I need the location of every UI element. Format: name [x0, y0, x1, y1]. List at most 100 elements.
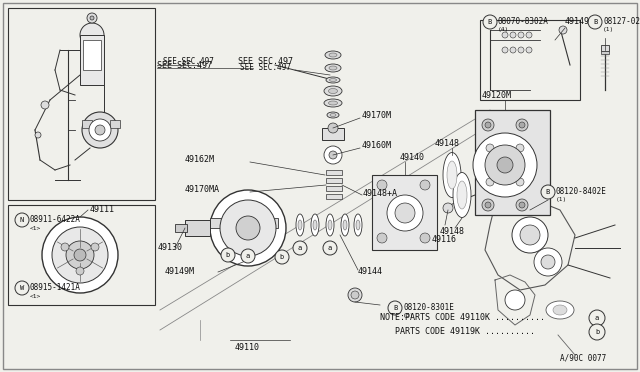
Circle shape: [485, 145, 525, 185]
Circle shape: [76, 267, 84, 275]
Text: 49148: 49148: [435, 140, 460, 148]
Circle shape: [502, 47, 508, 53]
Ellipse shape: [328, 89, 337, 93]
Ellipse shape: [457, 181, 467, 209]
Ellipse shape: [330, 78, 337, 81]
Ellipse shape: [354, 214, 362, 236]
Circle shape: [89, 119, 111, 141]
Circle shape: [502, 32, 508, 38]
Text: 49110: 49110: [235, 343, 260, 353]
Text: <1>: <1>: [30, 225, 41, 231]
Text: B: B: [393, 305, 397, 311]
Text: 49116: 49116: [432, 235, 457, 244]
Circle shape: [15, 281, 29, 295]
Circle shape: [519, 122, 525, 128]
Circle shape: [518, 32, 524, 38]
Circle shape: [518, 47, 524, 53]
Text: 49130: 49130: [158, 244, 183, 253]
Text: SEE SEC.497: SEE SEC.497: [157, 61, 212, 70]
Circle shape: [80, 23, 104, 47]
Text: NOTE:PARTS CODE 49110K ..........: NOTE:PARTS CODE 49110K ..........: [380, 314, 545, 323]
Circle shape: [241, 249, 255, 263]
Bar: [110, 120, 120, 128]
Text: 49148: 49148: [440, 228, 465, 237]
Ellipse shape: [324, 99, 342, 107]
Text: 49148+A: 49148+A: [363, 189, 398, 198]
Circle shape: [66, 241, 94, 269]
Ellipse shape: [330, 113, 336, 116]
Text: 49170M: 49170M: [362, 112, 392, 121]
Ellipse shape: [311, 214, 319, 236]
Circle shape: [486, 144, 494, 152]
Text: 49160M: 49160M: [362, 141, 392, 151]
Bar: [185, 220, 210, 236]
Bar: [475, 110, 550, 215]
Text: B: B: [593, 19, 597, 25]
Circle shape: [516, 144, 524, 152]
Ellipse shape: [328, 220, 332, 230]
Ellipse shape: [453, 173, 471, 218]
Text: a: a: [595, 315, 599, 321]
Circle shape: [420, 233, 430, 243]
Bar: [326, 178, 342, 183]
Circle shape: [526, 47, 532, 53]
Bar: [83, 40, 101, 70]
Circle shape: [485, 122, 491, 128]
Bar: [8, 8, 155, 200]
Text: 49162M: 49162M: [185, 155, 215, 164]
Circle shape: [589, 324, 605, 340]
Text: (1): (1): [603, 28, 614, 32]
Circle shape: [35, 132, 41, 138]
Circle shape: [485, 202, 491, 208]
Text: 08127-0251E: 08127-0251E: [603, 17, 640, 26]
Bar: [210, 218, 224, 228]
Ellipse shape: [546, 301, 574, 319]
Text: 49140: 49140: [400, 154, 425, 163]
Ellipse shape: [326, 77, 340, 83]
Circle shape: [221, 248, 235, 262]
Ellipse shape: [325, 51, 341, 59]
Circle shape: [473, 133, 537, 197]
Ellipse shape: [326, 214, 334, 236]
Circle shape: [510, 47, 516, 53]
Circle shape: [329, 151, 337, 159]
Text: 08911-6422A: 08911-6422A: [30, 215, 81, 224]
Text: W: W: [20, 285, 24, 291]
Bar: [326, 170, 342, 175]
Circle shape: [559, 26, 567, 34]
Circle shape: [420, 180, 430, 190]
Circle shape: [516, 199, 528, 211]
Text: 49149: 49149: [565, 17, 590, 26]
Bar: [480, 20, 580, 100]
Circle shape: [74, 249, 86, 261]
Text: b: b: [595, 329, 599, 335]
Text: (4): (4): [498, 28, 509, 32]
Circle shape: [87, 13, 97, 23]
Circle shape: [52, 227, 108, 283]
Text: 49144: 49144: [358, 267, 383, 276]
Text: SEE SEC.497: SEE SEC.497: [240, 64, 291, 73]
Circle shape: [377, 233, 387, 243]
Text: N: N: [20, 217, 24, 223]
Bar: [8, 205, 155, 305]
Bar: [601, 45, 609, 51]
Bar: [264, 218, 278, 228]
Circle shape: [516, 119, 528, 131]
Circle shape: [41, 101, 49, 109]
Circle shape: [351, 291, 359, 299]
Bar: [322, 128, 344, 140]
Circle shape: [588, 15, 602, 29]
Ellipse shape: [447, 161, 457, 189]
Circle shape: [486, 178, 494, 186]
Ellipse shape: [553, 305, 567, 315]
Text: 49149M: 49149M: [165, 267, 195, 276]
Text: 49111: 49111: [90, 205, 115, 215]
Bar: [326, 194, 342, 199]
Circle shape: [541, 185, 555, 199]
Ellipse shape: [343, 220, 347, 230]
Circle shape: [519, 202, 525, 208]
Ellipse shape: [329, 53, 337, 57]
Ellipse shape: [327, 112, 339, 118]
Text: b: b: [280, 254, 284, 260]
Bar: [82, 120, 92, 128]
